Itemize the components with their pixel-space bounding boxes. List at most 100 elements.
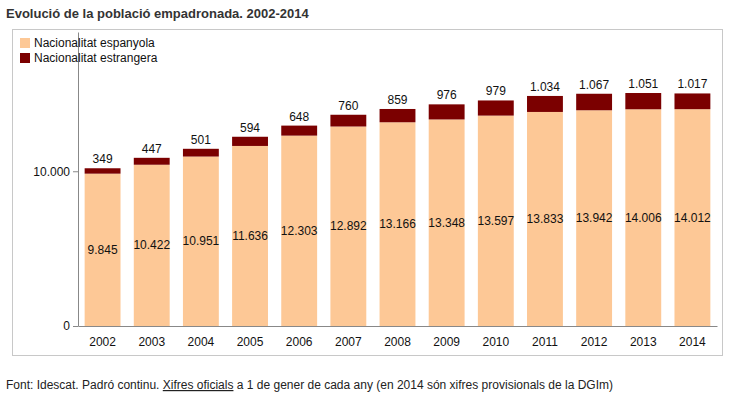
x-tick: 2010 <box>482 326 509 349</box>
data-label: 1.017 <box>677 77 707 91</box>
bar-segment <box>380 122 416 326</box>
data-label: 976 <box>437 88 457 102</box>
data-label: 501 <box>191 133 211 147</box>
bar-segment <box>674 109 710 326</box>
bar-segment <box>576 94 612 111</box>
x-tick: 2007 <box>335 326 362 349</box>
bar-segment <box>330 115 366 127</box>
data-label: 594 <box>240 121 260 135</box>
data-label: 648 <box>289 110 309 124</box>
data-label: 1.067 <box>579 78 609 92</box>
legend-item: Nacionalitat espanyola <box>20 36 155 50</box>
data-label: 12.892 <box>330 219 367 233</box>
x-tick-label: 2002 <box>89 335 116 349</box>
bar-segment <box>380 109 416 122</box>
data-label: 14.006 <box>625 211 662 225</box>
data-label: 10.951 <box>183 234 220 248</box>
bar-segment <box>625 109 661 326</box>
x-axis-line <box>79 326 718 327</box>
y-tick-label: 0 <box>63 319 70 333</box>
x-tick-label: 2006 <box>286 335 313 349</box>
data-label: 13.597 <box>477 214 514 228</box>
x-tick: 2006 <box>286 326 313 349</box>
x-tick-label: 2007 <box>335 335 362 349</box>
bar-segment <box>478 116 514 326</box>
data-label: 13.833 <box>527 212 564 226</box>
bar-segment <box>674 93 710 109</box>
y-tick-mark <box>73 171 78 172</box>
x-tick: 2002 <box>89 326 116 349</box>
legend-item: Nacionalitat estrangera <box>20 51 158 65</box>
bar-segment <box>85 168 121 173</box>
y-tick: 10.000 <box>33 165 78 179</box>
source: Font: Idescat. Padró continu. Xifres ofi… <box>6 378 613 392</box>
bar-segment <box>527 96 563 112</box>
x-tick: 2005 <box>237 326 264 349</box>
x-tick: 2003 <box>138 326 165 349</box>
data-label: 1.034 <box>530 80 560 94</box>
x-tick: 2012 <box>581 326 608 349</box>
y-axis: 0 10.000 <box>33 33 78 334</box>
bar-segment <box>183 149 219 157</box>
x-tick-label: 2008 <box>384 335 411 349</box>
bar-segment <box>527 112 563 326</box>
x-tick-label: 2014 <box>679 335 706 349</box>
data-label: 13.942 <box>576 211 613 225</box>
title: Evolució de la població empadronada. 200… <box>6 6 309 21</box>
legend-swatch <box>20 38 30 48</box>
data-label: 760 <box>338 99 358 113</box>
data-label: 9.845 <box>88 243 118 257</box>
bar-segment <box>281 136 317 326</box>
x-tick-label: 2004 <box>188 335 215 349</box>
data-label: 859 <box>387 93 407 107</box>
data-labels: 9.84510.42210.95111.63612.30312.89213.16… <box>88 77 712 257</box>
plot: 9.84510.42210.95111.63612.30312.89213.16… <box>33 33 717 349</box>
data-label: 10.422 <box>133 238 170 252</box>
data-label: 13.166 <box>379 217 416 231</box>
x-tick: 2014 <box>679 326 706 349</box>
data-label: 1.051 <box>628 77 658 91</box>
x-tick: 2013 <box>630 326 657 349</box>
legend: Nacionalitat espanyolaNacionalitat estra… <box>20 36 158 65</box>
source-text: a 1 de gener de cada any (en 2014 són xi… <box>233 378 613 392</box>
bar-segment <box>625 93 661 109</box>
bars <box>85 93 711 326</box>
bar-segment <box>134 158 170 165</box>
legend-label: Nacionalitat estrangera <box>34 51 158 65</box>
chart: Evolució de la població empadronada. 200… <box>0 0 734 411</box>
bar-segment <box>576 110 612 326</box>
bar-segment <box>281 126 317 136</box>
bar-segment <box>134 165 170 326</box>
legend-label: Nacionalitat espanyola <box>34 36 155 50</box>
bar-segment <box>429 104 465 119</box>
data-label: 349 <box>93 152 113 166</box>
data-label: 14.012 <box>674 211 711 225</box>
x-axis: 2002 2003 2004 2005 2006 2007 2008 2009 2010 2011… <box>79 326 718 349</box>
bar-segment <box>85 174 121 326</box>
x-tick-label: 2005 <box>237 335 264 349</box>
data-label: 13.348 <box>428 216 465 230</box>
bar-segment <box>478 100 514 115</box>
bar-segment <box>232 146 268 326</box>
data-label: 11.636 <box>232 229 268 243</box>
bar-segment <box>330 127 366 326</box>
y-axis-line <box>78 33 79 327</box>
data-label: 447 <box>142 142 162 156</box>
x-tick: 2011 <box>532 326 558 349</box>
chart-frame <box>13 30 723 356</box>
source-link[interactable]: Xifres oficials <box>163 378 234 392</box>
y-tick: 0 <box>63 319 78 333</box>
bar-segment <box>183 157 219 326</box>
x-tick-label: 2011 <box>532 335 558 349</box>
x-tick-label: 2013 <box>630 335 657 349</box>
x-tick-label: 2009 <box>433 335 460 349</box>
legend-swatch <box>20 53 30 63</box>
x-tick-label: 2010 <box>482 335 509 349</box>
source-text: Font: Idescat. Padró continu. <box>6 378 163 392</box>
x-tick-label: 2003 <box>138 335 165 349</box>
x-tick: 2004 <box>188 326 215 349</box>
y-tick-mark <box>73 326 78 327</box>
x-tick: 2009 <box>433 326 460 349</box>
x-tick-label: 2012 <box>581 335 608 349</box>
x-tick: 2008 <box>384 326 411 349</box>
